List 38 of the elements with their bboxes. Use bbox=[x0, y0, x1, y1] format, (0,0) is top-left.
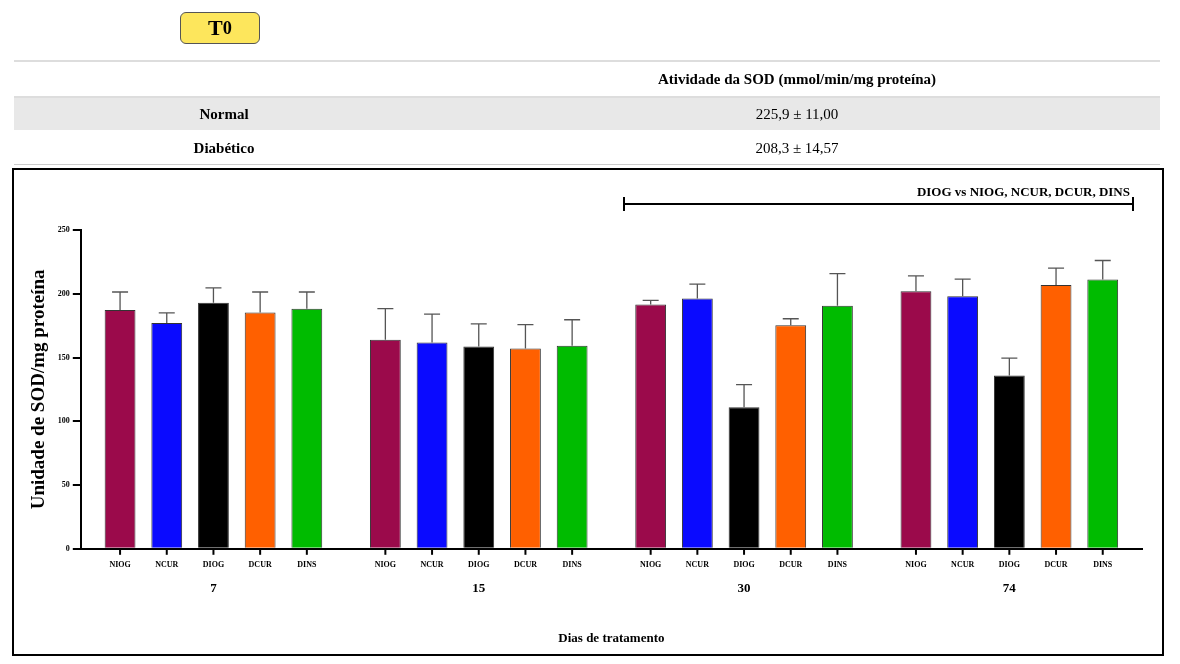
y-tick-label: 250 bbox=[57, 225, 70, 235]
text: NIOG bbox=[905, 559, 927, 569]
text: NIOG bbox=[374, 559, 397, 569]
bracket: DIOG vs NIOG, NCUR, DCUR, DINS bbox=[623, 184, 1134, 212]
text: DCUR bbox=[779, 559, 803, 569]
text: NCUR bbox=[685, 559, 709, 569]
series-label: DIOG bbox=[202, 559, 225, 569]
text: Atividade da SOD (mmol/min/mg proteína) bbox=[656, 69, 938, 89]
y-tick-label: 0 bbox=[65, 543, 70, 553]
text: NCUR bbox=[420, 559, 444, 569]
series-label: NIOG bbox=[109, 559, 131, 569]
text: DINS bbox=[827, 559, 847, 569]
series-label: NCUR bbox=[155, 559, 179, 569]
text: DIOG bbox=[998, 559, 1021, 569]
y-axis-title: Unidade de SOD/mg proteína bbox=[27, 268, 49, 510]
text: DCUR bbox=[513, 559, 537, 569]
series-label: DINS bbox=[297, 559, 317, 569]
text: DIOG bbox=[733, 559, 755, 569]
text: 208,3 ± 14,57 bbox=[754, 138, 840, 158]
x-tick-label: 30 bbox=[737, 579, 751, 595]
text: Normal bbox=[198, 104, 250, 124]
y-tick-label: 150 bbox=[57, 352, 70, 362]
text: DCUR bbox=[1044, 559, 1068, 569]
text: DINS bbox=[562, 559, 582, 569]
series-label: DCUR bbox=[248, 559, 272, 569]
y-tick-label: 100 bbox=[57, 416, 70, 426]
text: NIOG bbox=[639, 559, 662, 569]
y-tick-label: 50 bbox=[61, 480, 70, 490]
x-tick-label: 15 bbox=[472, 579, 486, 595]
text: Diabético bbox=[192, 138, 256, 158]
text: 225,9 ± 11,00 bbox=[754, 104, 840, 124]
text: DIOG bbox=[468, 559, 490, 569]
text: DINS bbox=[1093, 559, 1113, 569]
x-tick-label: 7 bbox=[210, 579, 218, 595]
text: NCUR bbox=[951, 559, 975, 569]
x-axis-title: Dias de tratamento bbox=[558, 629, 665, 645]
x-tick-label: 74 bbox=[1002, 579, 1017, 595]
y-tick-label: 200 bbox=[57, 288, 70, 298]
